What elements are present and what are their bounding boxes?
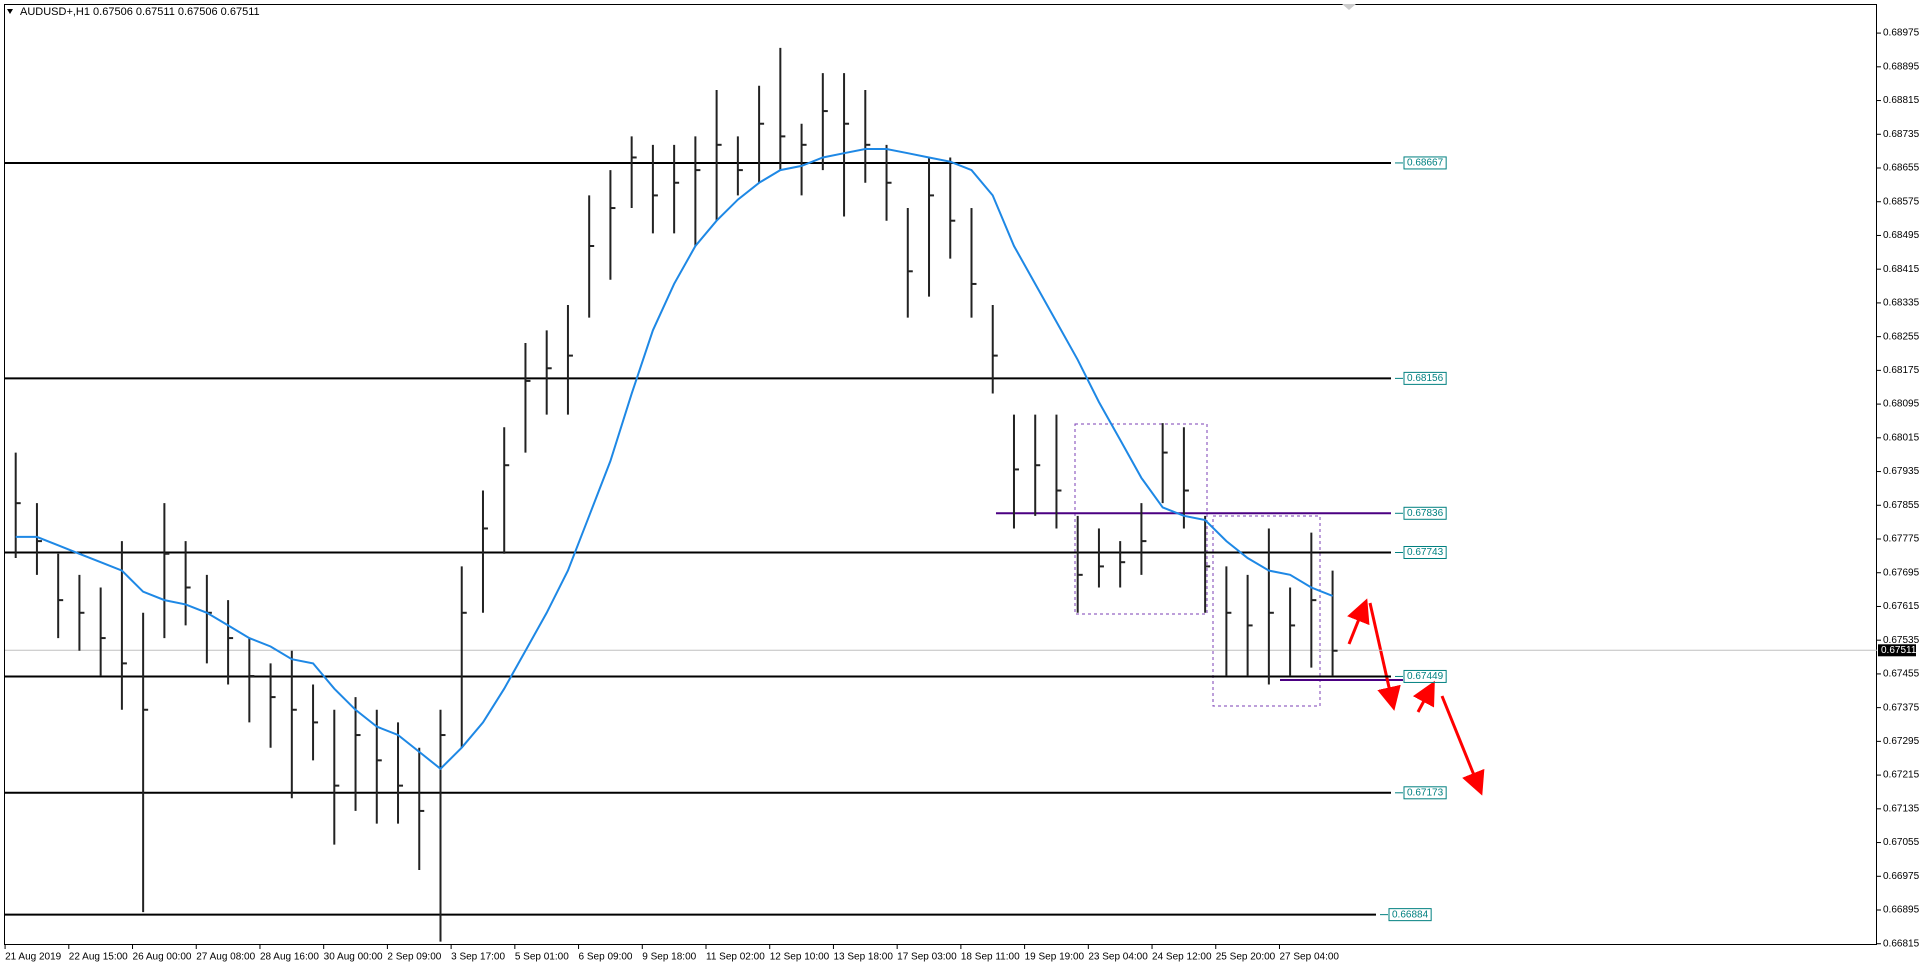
range-box xyxy=(1212,515,1321,707)
x-tick-label: 21 Aug 2019 xyxy=(5,952,62,963)
range-box xyxy=(1074,423,1208,615)
x-tick-label: 22 Aug 15:00 xyxy=(69,952,128,963)
x-tick-label: 19 Sep 19:00 xyxy=(1025,952,1085,963)
y-tick-label: 0.68735 xyxy=(1883,129,1920,140)
y-tick-label: 0.67775 xyxy=(1883,534,1920,545)
level-label: 0.67743 xyxy=(1407,547,1444,558)
y-tick-label: 0.67535 xyxy=(1883,635,1920,646)
level-label-box xyxy=(1403,545,1447,559)
x-tick-label: 28 Aug 16:00 xyxy=(260,952,319,963)
x-tick-label: 17 Sep 03:00 xyxy=(897,952,957,963)
menu-triangle[interactable] xyxy=(7,9,13,14)
level-label-box xyxy=(1388,908,1432,922)
y-tick-label: 0.66895 xyxy=(1883,905,1920,916)
arrow-down xyxy=(1440,695,1485,796)
y-tick-label: 0.68095 xyxy=(1883,399,1920,410)
bars xyxy=(14,47,1338,942)
y-tick-label: 0.68255 xyxy=(1883,331,1920,342)
x-tick-label: 26 Aug 00:00 xyxy=(133,952,192,963)
x-tick-label: 23 Sep 04:00 xyxy=(1088,952,1148,963)
level-label: 0.68156 xyxy=(1407,373,1444,384)
x-tick-label: 27 Aug 08:00 xyxy=(196,952,255,963)
arrow-up xyxy=(1412,680,1435,713)
level-label-box xyxy=(1403,371,1447,385)
x-tick-label: 24 Sep 12:00 xyxy=(1152,952,1212,963)
level-label-box xyxy=(1403,506,1447,520)
x-tick-label: 12 Sep 10:00 xyxy=(770,952,830,963)
x-tick-label: 30 Aug 00:00 xyxy=(324,952,383,963)
y-tick-label: 0.68815 xyxy=(1883,95,1920,106)
y-tick-label: 0.66815 xyxy=(1883,938,1920,949)
level-label: 0.68667 xyxy=(1407,158,1444,169)
shift-marker xyxy=(1342,4,1356,10)
y-tick-label: 0.68895 xyxy=(1883,61,1920,72)
level-label: 0.67836 xyxy=(1407,508,1444,519)
level-label-box xyxy=(1403,786,1447,800)
y-tick-label: 0.67855 xyxy=(1883,500,1920,511)
y-tick-label: 0.67055 xyxy=(1883,837,1920,848)
level-label: 0.66884 xyxy=(1392,909,1429,920)
y-tick-label: 0.68415 xyxy=(1883,264,1920,275)
level-label-box xyxy=(1403,669,1447,683)
y-tick-label: 0.67615 xyxy=(1883,601,1920,612)
level-label: 0.67449 xyxy=(1407,671,1444,682)
last-price-label: 0.67511 xyxy=(1881,645,1917,656)
y-tick-label: 0.67695 xyxy=(1883,567,1920,578)
x-tick-label: 11 Sep 02:00 xyxy=(706,952,765,963)
plot-frame xyxy=(4,4,1877,945)
arrows xyxy=(1347,598,1485,796)
y-tick-label: 0.68655 xyxy=(1883,163,1920,174)
y-tick-label: 0.67375 xyxy=(1883,702,1920,713)
y-tick-label: 0.68575 xyxy=(1883,196,1920,207)
x-tick-label: 6 Sep 09:00 xyxy=(579,952,633,963)
x-tick-label: 25 Sep 20:00 xyxy=(1216,952,1276,963)
y-tick-label: 0.66975 xyxy=(1883,871,1920,882)
x-tick-label: 2 Sep 09:00 xyxy=(387,952,441,963)
y-tick-label: 0.67935 xyxy=(1883,466,1920,477)
y-tick-label: 0.67215 xyxy=(1883,770,1920,781)
y-tick-label: 0.68015 xyxy=(1883,432,1920,443)
moving-average xyxy=(15,148,1333,771)
y-tick-label: 0.67455 xyxy=(1883,669,1920,680)
chart-title: AUDUSD+,H1 0.67506 0.67511 0.67506 0.675… xyxy=(20,6,260,18)
x-tick-label: 3 Sep 17:00 xyxy=(451,952,505,963)
y-tick-label: 0.68495 xyxy=(1883,230,1920,241)
x-tick-label: 18 Sep 11:00 xyxy=(961,952,1020,963)
last-price-box xyxy=(1878,644,1916,657)
y-tick-label: 0.67135 xyxy=(1883,803,1920,814)
x-tick-label: 13 Sep 18:00 xyxy=(833,952,893,963)
y-tick-label: 0.68335 xyxy=(1883,298,1920,309)
level-label-box xyxy=(1403,156,1447,170)
arrow-up xyxy=(1347,598,1370,645)
x-tick-label: 9 Sep 18:00 xyxy=(642,952,696,963)
x-tick-label: 5 Sep 01:00 xyxy=(515,952,569,963)
y-tick-label: 0.68975 xyxy=(1883,28,1920,39)
x-tick-label: 27 Sep 04:00 xyxy=(1279,952,1339,963)
y-tick-label: 0.68175 xyxy=(1883,365,1920,376)
y-tick-label: 0.67295 xyxy=(1883,736,1920,747)
arrow-down xyxy=(1368,602,1401,711)
level-label: 0.67173 xyxy=(1407,787,1444,798)
